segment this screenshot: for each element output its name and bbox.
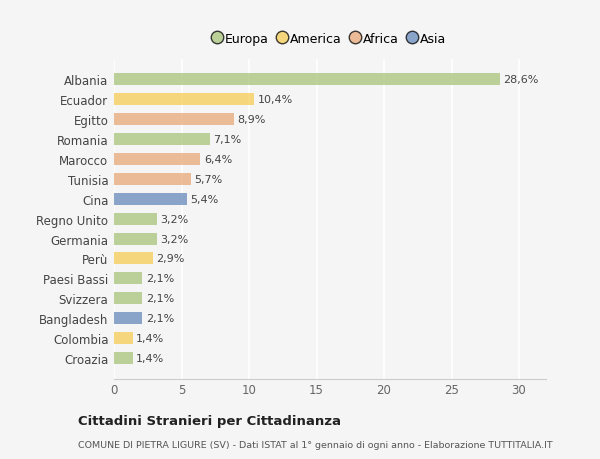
Bar: [114, 74, 500, 86]
Text: 1,4%: 1,4%: [136, 353, 164, 363]
Bar: [114, 332, 133, 344]
Text: 5,4%: 5,4%: [190, 194, 218, 204]
Text: 1,4%: 1,4%: [136, 333, 164, 343]
Bar: [114, 253, 153, 265]
Text: 2,9%: 2,9%: [157, 254, 185, 264]
Text: 28,6%: 28,6%: [503, 75, 539, 85]
Bar: [114, 352, 133, 364]
Bar: [114, 313, 142, 325]
Text: 10,4%: 10,4%: [258, 95, 293, 105]
Bar: [114, 154, 200, 166]
Bar: [114, 233, 157, 245]
Bar: [114, 213, 157, 225]
Text: 3,2%: 3,2%: [161, 214, 189, 224]
Bar: [114, 114, 234, 126]
Text: 2,1%: 2,1%: [146, 294, 174, 303]
Text: 2,1%: 2,1%: [146, 313, 174, 324]
Bar: [114, 174, 191, 185]
Text: 5,7%: 5,7%: [194, 174, 223, 185]
Bar: [114, 193, 187, 205]
Text: 2,1%: 2,1%: [146, 274, 174, 284]
Text: Cittadini Stranieri per Cittadinanza: Cittadini Stranieri per Cittadinanza: [78, 414, 341, 428]
Text: 8,9%: 8,9%: [238, 115, 266, 125]
Bar: [114, 293, 142, 305]
Bar: [114, 273, 142, 285]
Legend: Europa, America, Africa, Asia: Europa, America, Africa, Asia: [209, 28, 451, 50]
Bar: [114, 94, 254, 106]
Text: COMUNE DI PIETRA LIGURE (SV) - Dati ISTAT al 1° gennaio di ogni anno - Elaborazi: COMUNE DI PIETRA LIGURE (SV) - Dati ISTA…: [78, 441, 553, 449]
Text: 7,1%: 7,1%: [213, 135, 241, 145]
Text: 6,4%: 6,4%: [204, 155, 232, 165]
Bar: [114, 134, 210, 146]
Text: 3,2%: 3,2%: [161, 234, 189, 244]
